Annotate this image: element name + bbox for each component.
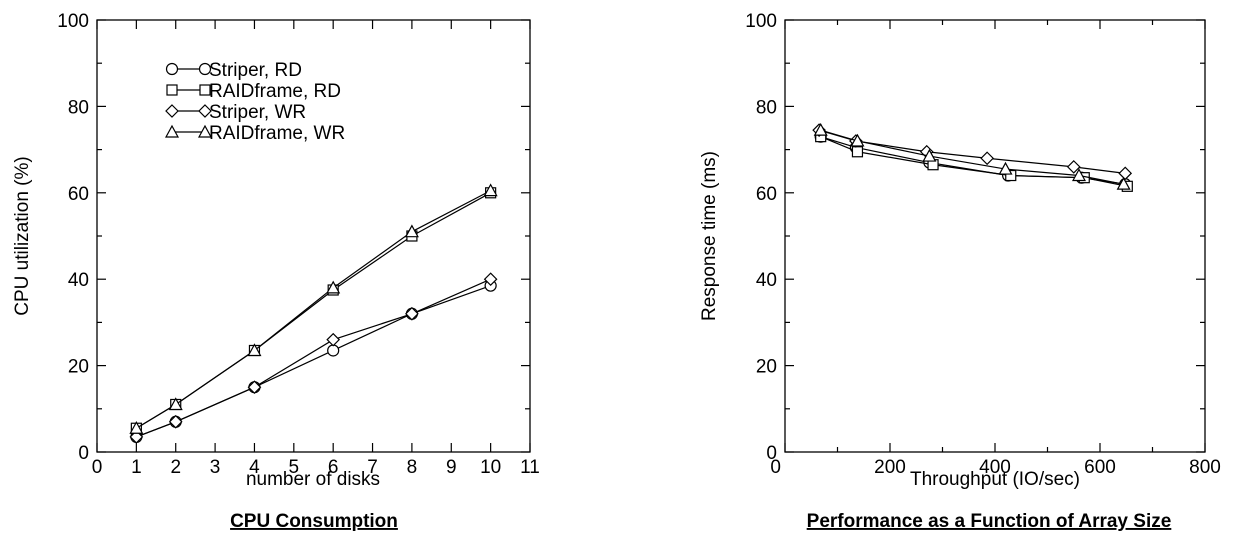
series-3 xyxy=(813,122,1131,190)
data-point-diamond xyxy=(129,430,144,444)
series-line xyxy=(820,129,1124,185)
x-tick-label: 7 xyxy=(367,457,378,478)
x-tick-label: 9 xyxy=(446,457,457,478)
data-point-triangle xyxy=(129,420,144,434)
data-point-diamond xyxy=(483,272,498,287)
y-tick-label: 60 xyxy=(756,184,777,205)
x-tick-label: 200 xyxy=(874,457,906,478)
x-tick-label: 1 xyxy=(131,457,142,478)
series-3 xyxy=(129,183,498,434)
y-tick-label: 80 xyxy=(756,97,777,118)
data-point-triangle xyxy=(247,343,262,357)
x-tick-label: 6 xyxy=(328,457,339,478)
x-tick-label: 400 xyxy=(979,457,1011,478)
data-point-triangle xyxy=(922,148,937,162)
series-line xyxy=(136,190,491,429)
chart-caption: Performance as a Function of Array Size xyxy=(807,511,1172,532)
x-tick-label: 8 xyxy=(407,457,418,478)
data-point-square xyxy=(851,146,864,158)
data-point-diamond xyxy=(247,380,262,395)
series-line xyxy=(136,285,491,438)
legend-marker-triangle xyxy=(164,124,180,138)
y-tick-label: 40 xyxy=(756,270,777,291)
x-tick-label: 600 xyxy=(1084,457,1116,478)
data-point-triangle xyxy=(998,161,1013,175)
y-axis-label: CPU utilization (%) xyxy=(12,156,33,315)
legend-marker-triangle xyxy=(197,124,213,138)
y-tick-label: 40 xyxy=(68,270,89,291)
x-tick-label: 10 xyxy=(480,457,501,478)
series-line xyxy=(136,278,491,438)
legend-marker-diamond xyxy=(165,104,179,118)
data-point-diamond xyxy=(1066,160,1081,174)
series-line xyxy=(136,192,491,429)
series-1 xyxy=(815,131,1133,192)
x-axis-label: Throughput (IO/sec) xyxy=(910,469,1080,490)
x-tick-label: 0 xyxy=(92,457,103,478)
x-tick-label: 800 xyxy=(1189,457,1221,478)
y-tick-label: 0 xyxy=(766,443,777,464)
legend-marker-square xyxy=(199,84,211,96)
y-tick-label: 0 xyxy=(78,443,89,464)
data-point-diamond xyxy=(405,306,419,321)
array-size-performance-chart: 0 20 40 60 80 100 0 200 400 600 800 Throughput (IO/… xyxy=(699,11,1221,532)
data-point-diamond xyxy=(326,332,341,347)
x-tick-label: 4 xyxy=(249,457,260,478)
y-tick-label: 100 xyxy=(745,11,777,32)
y-tick-label: 100 xyxy=(57,11,89,32)
chart-caption: CPU Consumption xyxy=(230,511,398,532)
data-point-triangle xyxy=(850,133,865,147)
data-point-diamond xyxy=(980,151,994,166)
legend-label: Striper, RD xyxy=(209,60,302,81)
legend-label: RAIDframe, RD xyxy=(209,81,341,102)
x-tick-label: 2 xyxy=(170,457,181,478)
data-point-square xyxy=(1005,169,1017,182)
y-tick-label: 60 xyxy=(68,184,89,205)
y-tick-label: 80 xyxy=(68,97,89,118)
legend-marker-diamond xyxy=(198,104,212,118)
series-line xyxy=(820,136,1128,187)
data-point-circle xyxy=(327,344,340,357)
legend-marker-square xyxy=(166,84,178,96)
data-point-triangle xyxy=(1116,176,1131,190)
legend-marker-circle xyxy=(198,62,212,76)
plot-frame xyxy=(784,19,1206,453)
y-tick-label: 20 xyxy=(756,357,777,378)
legend-marker-circle xyxy=(165,62,179,76)
legend-label: Striper, WR xyxy=(209,102,306,123)
x-tick-label: 0 xyxy=(770,457,781,478)
cpu-consumption-chart: 0 20 40 60 80 100 0 1 2 3 4 5 6 7 8 9 10 11 number of disk… xyxy=(12,11,540,532)
data-point-triangle xyxy=(813,122,828,136)
data-point-diamond xyxy=(1118,166,1133,181)
x-axis-label: number of disks xyxy=(246,469,380,490)
data-point-triangle xyxy=(1071,168,1087,182)
data-point-diamond xyxy=(168,414,183,429)
series-1 xyxy=(130,187,497,434)
x-tick-label: 11 xyxy=(520,457,540,478)
series-2 xyxy=(129,272,498,444)
data-point-triangle xyxy=(483,183,498,197)
data-point-triangle xyxy=(168,397,183,411)
data-point-triangle xyxy=(404,224,419,238)
x-tick-label: 3 xyxy=(210,457,221,478)
y-tick-label: 20 xyxy=(68,357,89,378)
y-axis-label: Response time (ms) xyxy=(699,151,720,321)
x-tick-label: 5 xyxy=(289,457,300,478)
legend-label: RAIDframe, WR xyxy=(209,123,345,144)
data-point-triangle xyxy=(326,280,341,294)
